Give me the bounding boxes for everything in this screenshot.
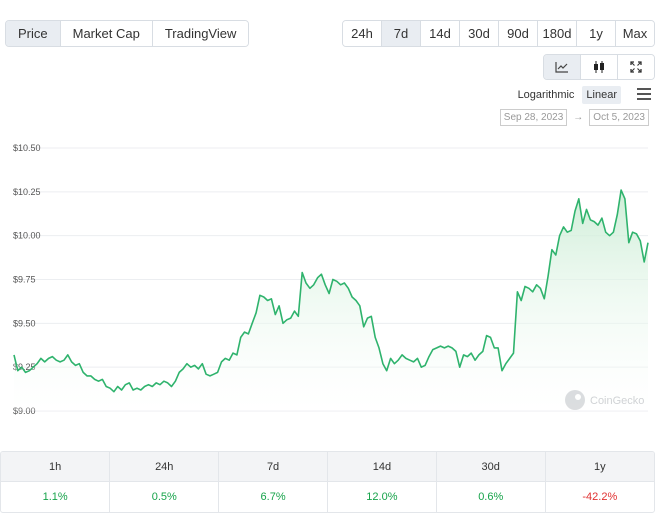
price-line xyxy=(13,189,649,393)
range-90d[interactable]: 90d xyxy=(499,21,538,46)
price-chart-svg[interactable]: $9.00$9.25$9.50$9.75$10.00$10.25$10.50Co… xyxy=(0,135,659,425)
range-180d[interactable]: 180d xyxy=(538,21,577,46)
fullscreen-icon xyxy=(630,61,642,73)
perf-value: 0.6% xyxy=(436,481,546,512)
y-tick-label: $10.50 xyxy=(13,143,41,153)
perf-value: 6.7% xyxy=(218,481,328,512)
scale-toggle: Logarithmic Linear xyxy=(514,86,621,104)
range-7d[interactable]: 7d xyxy=(382,21,421,46)
perf-value: -42.2% xyxy=(582,491,618,503)
date-arrow: → xyxy=(573,112,584,123)
line-chart-icon xyxy=(555,62,568,73)
chart-type-toggle xyxy=(543,54,655,80)
y-tick-label: $9.50 xyxy=(13,318,36,328)
date-range: Sep 28, 2023 → Oct 5, 2023 xyxy=(499,109,649,126)
perf-header: 7d xyxy=(218,452,328,482)
candlestick-icon xyxy=(594,61,604,73)
watermark-text: CoinGecko xyxy=(590,395,644,407)
y-tick-label: $9.25 xyxy=(13,362,36,372)
candlestick-button[interactable] xyxy=(581,55,618,79)
performance-table: 1h 24h 7d 14d 30d 1y 1.1% 0.5% 6.7% 12.0… xyxy=(0,451,655,513)
range-30d[interactable]: 30d xyxy=(460,21,499,46)
price-area xyxy=(14,190,648,411)
view-tabs: Price Market Cap TradingView xyxy=(5,20,250,47)
coingecko-watermark: CoinGecko xyxy=(565,390,644,410)
range-1y[interactable]: 1y xyxy=(577,21,616,46)
perf-header: 24h xyxy=(109,452,220,482)
perf-value: 12.0% xyxy=(327,481,437,512)
tab-market-cap[interactable]: Market Cap xyxy=(60,21,153,46)
time-range-selector: 24h 7d 14d 30d 90d 180d 1y Max xyxy=(342,20,655,47)
price-chart[interactable]: $9.00$9.25$9.50$9.75$10.00$10.25$10.50Co… xyxy=(0,135,659,425)
range-14d[interactable]: 14d xyxy=(421,21,460,46)
fullscreen-button[interactable] xyxy=(618,55,654,79)
hamburger-menu-icon[interactable] xyxy=(637,88,651,103)
range-max[interactable]: Max xyxy=(616,21,654,46)
tab-tradingview[interactable]: TradingView xyxy=(152,21,249,46)
range-24h[interactable]: 24h xyxy=(343,21,382,46)
y-tick-label: $10.25 xyxy=(13,187,41,197)
scale-linear[interactable]: Linear xyxy=(582,86,621,104)
y-tick-label: $9.75 xyxy=(13,275,36,285)
scale-logarithmic[interactable]: Logarithmic xyxy=(517,89,575,101)
tab-price[interactable]: Price xyxy=(6,21,61,46)
y-tick-label: $10.00 xyxy=(13,231,41,241)
date-to-input[interactable]: Oct 5, 2023 xyxy=(589,109,649,126)
perf-header: 30d xyxy=(436,452,546,482)
perf-header: 14d xyxy=(327,452,437,482)
date-from-input[interactable]: Sep 28, 2023 xyxy=(499,109,568,126)
perf-value: 0.5% xyxy=(109,481,220,512)
line-chart-button[interactable] xyxy=(544,55,581,79)
perf-header: 1y xyxy=(545,452,654,482)
coingecko-logo-icon xyxy=(565,390,585,410)
perf-header: 1h xyxy=(1,452,111,482)
perf-value: 1.1% xyxy=(1,481,111,512)
